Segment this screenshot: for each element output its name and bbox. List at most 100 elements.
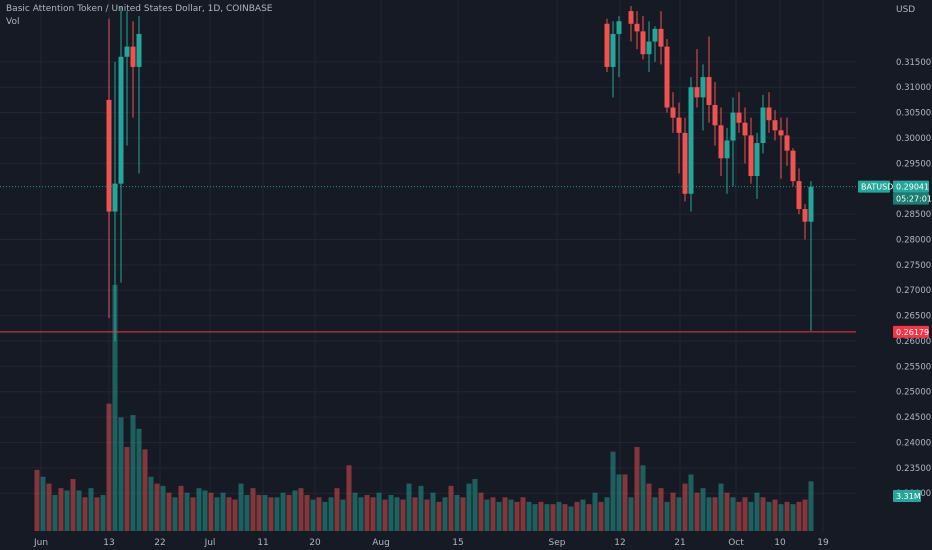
volume-bar <box>508 499 514 531</box>
volume-bar <box>34 469 40 531</box>
candle-body <box>634 23 640 32</box>
volume-bar <box>520 497 526 531</box>
volume-bar <box>334 488 340 531</box>
candle-body <box>658 28 664 47</box>
volume-bar <box>340 499 346 531</box>
volume-bar <box>406 483 412 531</box>
volume-bar <box>634 447 640 531</box>
volume-bar <box>676 497 682 531</box>
time-axis[interactable]: Jun 13 22 Jul 11 20 Aug 15 Sep 12 21 Oct 10 19 <box>33 538 829 548</box>
price-tick-label: 0.27000 <box>896 286 931 296</box>
candle-body <box>124 46 130 57</box>
price-badges: BATUSD 0.29041 05:27:01 0.26179 3.31M <box>858 180 932 502</box>
last-price-badge-bg <box>893 180 929 193</box>
candle-body <box>706 77 712 105</box>
line-price-badge-bg <box>893 325 929 338</box>
volume-bar <box>460 497 466 531</box>
time-tick-label: 19 <box>817 538 829 548</box>
symbol-title[interactable]: Basic Attention Token / United States Do… <box>6 4 273 14</box>
candle-body <box>694 87 700 98</box>
price-axis[interactable]: USD 0.31500 0.31000 0.30500 0.30000 0.29500 0.… <box>896 5 931 499</box>
candle-body <box>790 150 796 182</box>
volume-badge: 3.31M <box>896 492 921 501</box>
volume-bar <box>376 492 382 531</box>
volume-bar <box>64 490 70 531</box>
volume-bar <box>712 497 718 531</box>
volume-bar <box>550 504 556 531</box>
candle-body <box>604 23 610 67</box>
volume-bar <box>52 495 58 531</box>
volume-bar <box>310 499 316 531</box>
volume-bar <box>748 501 754 531</box>
volume-bar <box>466 483 472 531</box>
volume-bar <box>772 499 778 531</box>
volume-bar <box>388 495 394 531</box>
volume-bar <box>412 497 418 531</box>
volume-bar <box>184 492 190 531</box>
candle-body <box>772 120 778 131</box>
volume-bar <box>478 492 484 531</box>
candle-body <box>778 130 784 136</box>
volume-bar <box>364 495 370 531</box>
volume-bar <box>490 497 496 531</box>
time-tick-label: Sep <box>549 538 566 548</box>
candle-body <box>610 33 616 67</box>
volume-bar <box>454 495 460 531</box>
volume-bar <box>580 499 586 531</box>
candle-body <box>766 107 772 121</box>
volume-bar <box>358 497 364 531</box>
volume-bar <box>232 499 238 531</box>
volume-bar <box>70 479 76 531</box>
last-price-badge: 0.29041 <box>896 183 929 192</box>
volume-bar <box>766 501 772 531</box>
volume-bar <box>268 497 274 531</box>
volume-bar <box>316 497 322 531</box>
volume-bar <box>226 497 232 531</box>
volume-bar <box>220 492 226 531</box>
price-tick-label: 0.31500 <box>896 58 931 68</box>
volume-bar <box>574 501 580 531</box>
price-tick-label: 0.23500 <box>896 464 931 474</box>
candle-body <box>796 181 802 210</box>
volume-bar <box>646 483 652 531</box>
price-tick-label: 0.31000 <box>896 83 931 93</box>
volume-bar <box>796 501 802 531</box>
time-tick-label: 13 <box>103 538 114 548</box>
countdown-badge-bg <box>893 192 929 205</box>
time-tick-label: Aug <box>372 538 390 548</box>
volume-bar <box>442 497 448 531</box>
candle-body <box>682 132 688 194</box>
candle-body <box>628 11 634 24</box>
price-tick-label: 0.26500 <box>896 312 931 322</box>
volume-bar <box>160 485 166 531</box>
volume-bar <box>46 483 52 531</box>
volume-bar <box>784 501 790 531</box>
volume-bar <box>424 499 430 531</box>
volume-bar <box>394 497 400 531</box>
price-tick-label: 0.25500 <box>896 362 931 372</box>
price-tick-label: 0.24500 <box>896 413 931 423</box>
volume-bar <box>202 490 208 531</box>
volume-bar <box>256 495 262 531</box>
volume-bar <box>700 488 706 531</box>
volume-indicator-label[interactable]: Vol <box>6 17 20 27</box>
volume-bar <box>304 495 310 531</box>
candle-body <box>748 135 754 177</box>
candle-body <box>700 77 706 98</box>
time-tick-label: 15 <box>452 538 463 548</box>
volume-bar <box>718 483 724 531</box>
countdown-badge: 05:27:01 <box>896 195 932 204</box>
volume-bar <box>238 483 244 531</box>
volume-bar <box>250 488 256 531</box>
volume-bar <box>742 497 748 531</box>
volume-bar <box>682 483 688 531</box>
volume-bar <box>154 483 160 531</box>
candle-body <box>112 183 118 212</box>
volume-bar <box>658 488 664 531</box>
candle-body <box>754 143 760 177</box>
volume-bar <box>514 501 520 531</box>
volume-bar <box>178 485 184 531</box>
price-tick-label: 0.29500 <box>896 159 931 169</box>
volume-bar <box>40 476 46 531</box>
